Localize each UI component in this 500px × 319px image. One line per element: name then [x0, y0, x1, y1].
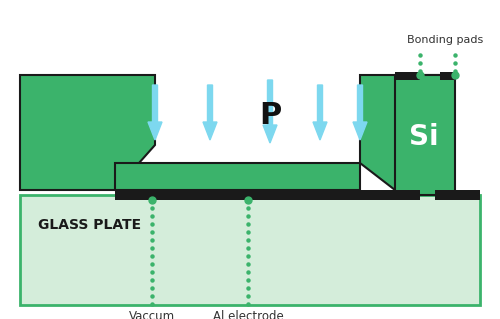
Bar: [440, 72, 455, 80]
Bar: [435, 190, 480, 200]
FancyArrow shape: [203, 85, 217, 140]
Bar: [360, 190, 420, 200]
Bar: [395, 72, 420, 80]
FancyArrow shape: [148, 85, 162, 140]
FancyArrow shape: [353, 85, 367, 140]
FancyArrow shape: [263, 80, 277, 143]
Text: P: P: [259, 100, 281, 130]
Text: GLASS PLATE: GLASS PLATE: [38, 218, 141, 232]
Text: Al electrode: Al electrode: [212, 310, 284, 319]
Polygon shape: [20, 75, 155, 190]
Text: Vaccum: Vaccum: [129, 310, 175, 319]
FancyArrow shape: [313, 85, 327, 140]
Bar: [395, 75, 455, 195]
Bar: [20, 195, 480, 305]
Bar: [115, 163, 360, 190]
Text: Si: Si: [409, 123, 439, 151]
Polygon shape: [360, 75, 440, 190]
Text: Bonding pads: Bonding pads: [407, 35, 483, 45]
Bar: [115, 190, 360, 200]
